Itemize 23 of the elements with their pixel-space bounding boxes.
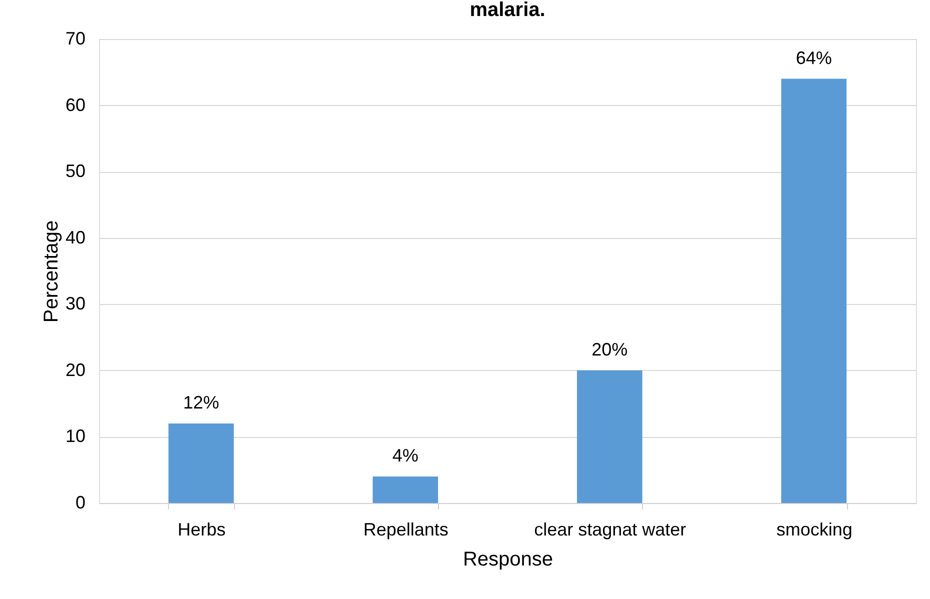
x-tick-label: smocking bbox=[776, 520, 852, 540]
data-label: 12% bbox=[183, 392, 220, 412]
y-tick-label: 40 bbox=[65, 227, 86, 248]
data-label: 64% bbox=[796, 48, 832, 68]
bar bbox=[372, 476, 438, 503]
data-label: 20% bbox=[592, 339, 628, 360]
bar bbox=[781, 78, 847, 503]
y-tick-label: 30 bbox=[65, 294, 86, 314]
chart-title: malaria. bbox=[470, 0, 546, 21]
data-label: 4% bbox=[392, 445, 418, 466]
bar bbox=[576, 370, 642, 503]
x-tick-label: Herbs bbox=[178, 520, 226, 540]
y-tick-label: 60 bbox=[65, 94, 86, 115]
x-tick-label: clear stagnat water bbox=[534, 520, 686, 540]
x-axis-title: Response bbox=[462, 548, 554, 570]
y-tick-label: 50 bbox=[65, 161, 86, 182]
y-tick-label: 10 bbox=[65, 426, 86, 446]
y-axis-title: Percentage bbox=[40, 220, 62, 323]
x-tick-label: Repellants bbox=[363, 520, 448, 540]
y-tick-label: 0 bbox=[75, 492, 86, 512]
bar bbox=[168, 423, 234, 503]
y-tick-label: 20 bbox=[65, 360, 86, 380]
y-tick-label: 70 bbox=[65, 28, 86, 48]
